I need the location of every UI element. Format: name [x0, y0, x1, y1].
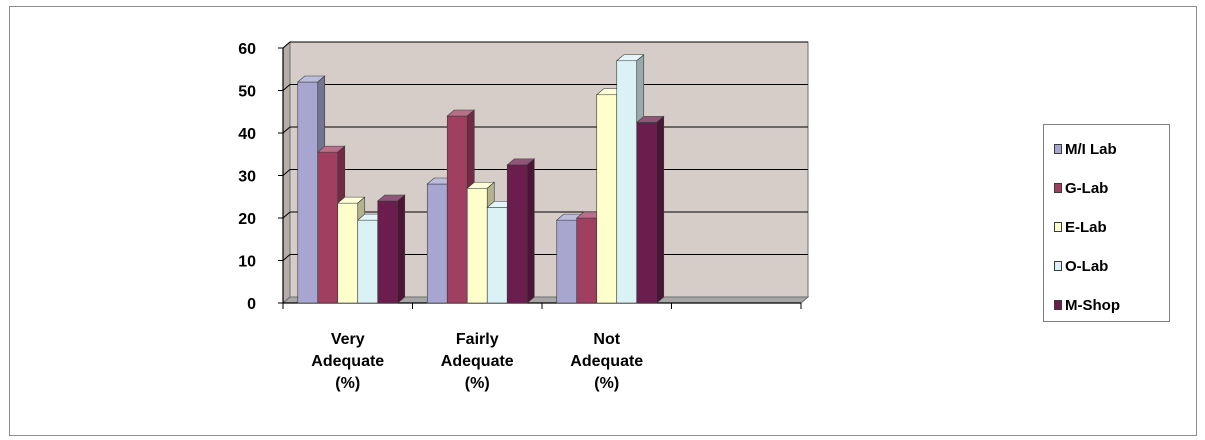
- y-tick-label: 50: [238, 84, 256, 101]
- legend-item: O-Lab: [1054, 256, 1108, 276]
- bar-side: [656, 115, 665, 304]
- y-tick-label: 10: [238, 254, 256, 271]
- y-tick-label: 20: [238, 211, 256, 228]
- legend-item: M-Shop: [1054, 295, 1120, 315]
- bar: [317, 151, 339, 304]
- bar: [596, 94, 618, 304]
- legend-item: G-Lab: [1054, 178, 1108, 198]
- bar: [426, 183, 448, 304]
- bar-side: [397, 194, 406, 304]
- legend-label: M-Shop: [1065, 296, 1120, 314]
- legend-label: M/I Lab: [1065, 140, 1117, 158]
- gridline-side: [282, 126, 291, 134]
- x-category-label: Fairly: [456, 331, 499, 348]
- legend-item: M/I Lab: [1054, 139, 1117, 159]
- bar: [506, 164, 528, 304]
- x-category-label: (%): [335, 375, 360, 392]
- bar-side: [526, 158, 535, 304]
- y-tick-label: 30: [238, 169, 256, 186]
- y-tick-label: 60: [238, 41, 256, 58]
- legend-label: G-Lab: [1065, 179, 1109, 197]
- legend-label: E-Lab: [1065, 218, 1107, 236]
- gridline-side: [282, 84, 291, 91]
- gridline-side: [282, 41, 291, 49]
- legend-swatch: [1054, 261, 1062, 271]
- y-tick-label: 40: [238, 126, 256, 143]
- bar: [357, 219, 379, 304]
- gridline-side: [282, 169, 291, 176]
- x-category-label: (%): [594, 375, 619, 392]
- bar: [616, 60, 638, 304]
- legend-label: O-Lab: [1065, 257, 1109, 275]
- legend-swatch: [1054, 222, 1062, 232]
- bar: [576, 217, 598, 304]
- x-category-label: Adequate: [441, 353, 514, 370]
- bar: [297, 81, 319, 304]
- y-tick-label: 0: [247, 296, 256, 313]
- bar: [486, 207, 508, 304]
- gridline-side: [282, 211, 291, 219]
- bar: [556, 219, 578, 304]
- x-category-label: Adequate: [570, 353, 643, 370]
- legend-item: E-Lab: [1054, 217, 1107, 237]
- chart-legend: M/I Lab G-Lab E-Lab O-Lab M-Shop: [1043, 124, 1170, 322]
- bar: [466, 187, 488, 304]
- bar: [377, 200, 399, 304]
- x-category-label: Not: [593, 331, 620, 348]
- x-category-label: Very: [331, 331, 365, 348]
- x-category-label: Adequate: [311, 353, 384, 370]
- legend-swatch: [1054, 144, 1062, 154]
- bar: [446, 115, 468, 304]
- bar: [337, 202, 359, 304]
- legend-swatch: [1054, 300, 1062, 310]
- x-category-label: (%): [465, 375, 490, 392]
- gridline-side: [282, 254, 291, 261]
- bar: [636, 122, 658, 304]
- legend-swatch: [1054, 183, 1062, 193]
